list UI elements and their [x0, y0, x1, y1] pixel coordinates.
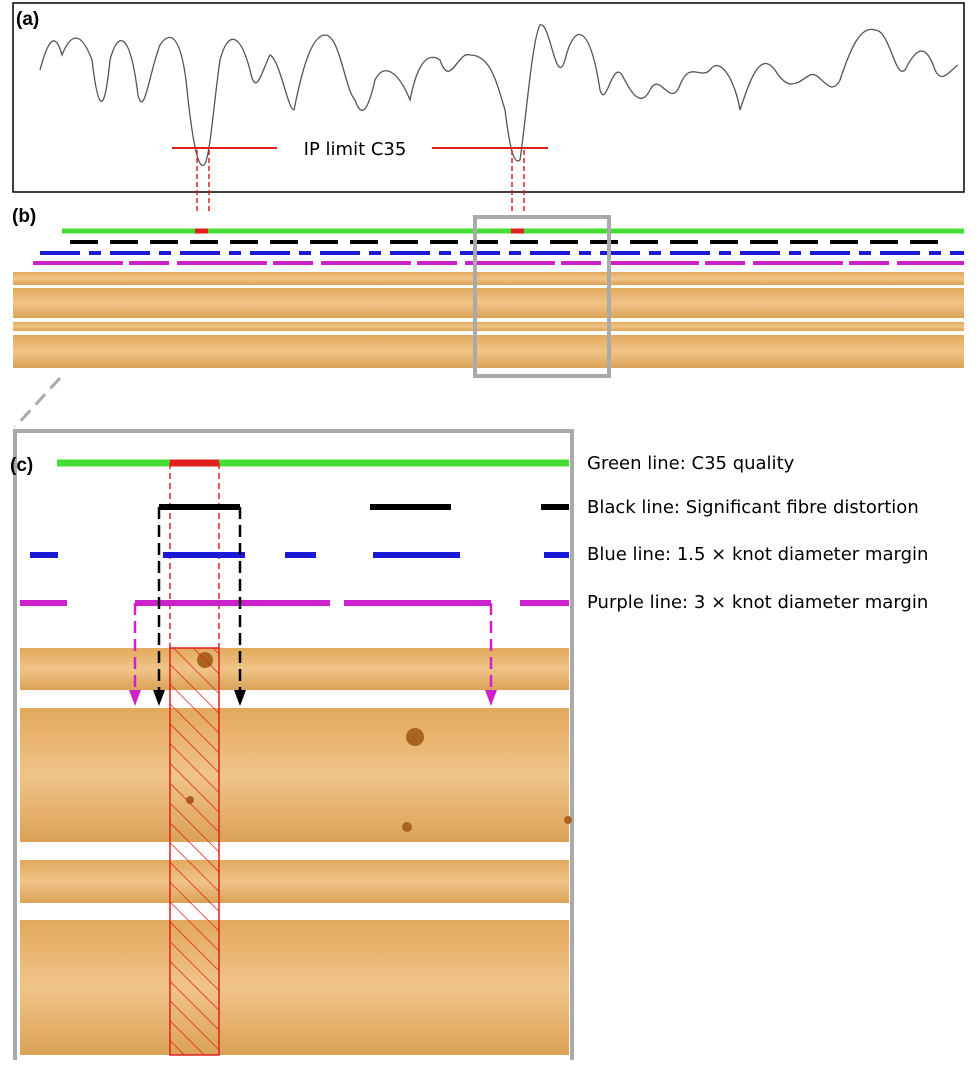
- hatched-zone: [170, 648, 219, 1055]
- legend-text: Purple line: 3 × knot diameter margin: [587, 592, 928, 613]
- panel-a-frame: [13, 3, 964, 192]
- panel-label: (c): [10, 455, 33, 476]
- panel-label: (a): [16, 9, 39, 30]
- panel-label: (b): [12, 206, 36, 227]
- ip-limit-label: IP limit C35: [304, 139, 407, 160]
- legend-text: Green line: C35 quality: [587, 453, 795, 474]
- figure: IP limit C35 (a) (b) (c): [0, 0, 976, 1067]
- page: {"panels": { "a": {"label": "(a)", "anno…: [0, 0, 976, 1067]
- zoom-connector: [15, 378, 60, 427]
- legend-text: Black line: Significant fibre distortion: [587, 497, 919, 518]
- legend-text: Blue line: 1.5 × knot diameter margin: [587, 544, 928, 565]
- wood-strips-c: [20, 648, 569, 1055]
- wood-strips-b: [13, 272, 964, 368]
